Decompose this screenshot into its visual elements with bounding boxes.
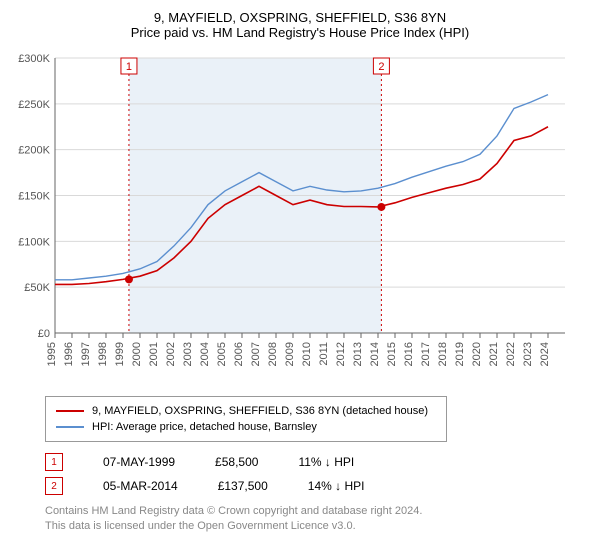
svg-text:2004: 2004 (199, 342, 211, 366)
svg-text:1997: 1997 (80, 342, 92, 366)
sale-delta: 14% ↓ HPI (308, 479, 365, 493)
legend-label: HPI: Average price, detached house, Barn… (92, 421, 317, 433)
sale-date: 07-MAY-1999 (103, 455, 175, 469)
svg-text:2: 2 (378, 61, 384, 73)
svg-text:2024: 2024 (539, 342, 551, 366)
svg-text:2006: 2006 (233, 342, 245, 366)
svg-text:2001: 2001 (148, 342, 160, 366)
sale-entry: 1 07-MAY-1999 £58,500 11% ↓ HPI (10, 450, 590, 474)
svg-text:1998: 1998 (97, 342, 109, 366)
svg-text:1: 1 (126, 61, 132, 73)
legend-swatch (56, 426, 84, 428)
legend-item: HPI: Average price, detached house, Barn… (56, 419, 436, 435)
svg-text:£150K: £150K (18, 191, 50, 203)
svg-text:£300K: £300K (18, 53, 50, 65)
svg-text:2011: 2011 (318, 342, 330, 366)
svg-text:2019: 2019 (454, 342, 466, 366)
legend-label: 9, MAYFIELD, OXSPRING, SHEFFIELD, S36 8Y… (92, 405, 428, 417)
svg-text:2009: 2009 (284, 342, 296, 366)
line-chart: £0 £50K £100K £150K £200K £250K £300K 1995 1996 1… (10, 48, 570, 388)
svg-text:£250K: £250K (18, 99, 50, 111)
svg-text:£100K: £100K (18, 236, 50, 248)
sale-marker-icon: 1 (45, 453, 63, 471)
attribution-line: Contains HM Land Registry data © Crown c… (45, 504, 590, 519)
chart-title: 9, MAYFIELD, OXSPRING, SHEFFIELD, S36 8Y… (10, 10, 590, 25)
svg-text:2010: 2010 (301, 342, 313, 366)
legend-swatch (56, 410, 84, 412)
chart-subtitle: Price paid vs. HM Land Registry's House … (10, 25, 590, 40)
svg-text:2020: 2020 (471, 342, 483, 366)
svg-text:2014: 2014 (369, 342, 381, 366)
svg-text:2022: 2022 (505, 342, 517, 366)
svg-text:2012: 2012 (335, 342, 347, 366)
svg-text:1999: 1999 (114, 342, 126, 366)
svg-text:2008: 2008 (267, 342, 279, 366)
sale-price: £137,500 (218, 479, 268, 493)
svg-text:2016: 2016 (403, 342, 415, 366)
svg-text:£0: £0 (38, 328, 50, 340)
svg-text:2021: 2021 (488, 342, 500, 366)
svg-text:2023: 2023 (522, 342, 534, 366)
svg-text:2018: 2018 (437, 342, 449, 366)
sale-marker-icon: 2 (45, 477, 63, 495)
sale-delta: 11% ↓ HPI (298, 455, 354, 469)
attribution: Contains HM Land Registry data © Crown c… (10, 498, 590, 535)
legend: 9, MAYFIELD, OXSPRING, SHEFFIELD, S36 8Y… (45, 396, 447, 442)
svg-text:1995: 1995 (46, 342, 58, 366)
svg-text:2005: 2005 (216, 342, 228, 366)
svg-text:2017: 2017 (420, 342, 432, 366)
sale-price: £58,500 (215, 455, 258, 469)
svg-text:2013: 2013 (352, 342, 364, 366)
svg-text:2015: 2015 (386, 342, 398, 366)
svg-text:£200K: £200K (18, 145, 50, 157)
svg-text:£50K: £50K (24, 282, 50, 294)
attribution-line: This data is licensed under the Open Gov… (45, 519, 590, 534)
svg-text:2007: 2007 (250, 342, 262, 366)
sale-entry: 2 05-MAR-2014 £137,500 14% ↓ HPI (10, 474, 590, 498)
svg-text:2003: 2003 (182, 342, 194, 366)
svg-text:2002: 2002 (165, 342, 177, 366)
sale-date: 05-MAR-2014 (103, 479, 178, 493)
legend-item: 9, MAYFIELD, OXSPRING, SHEFFIELD, S36 8Y… (56, 403, 436, 419)
svg-text:2000: 2000 (131, 342, 143, 366)
svg-text:1996: 1996 (63, 342, 75, 366)
